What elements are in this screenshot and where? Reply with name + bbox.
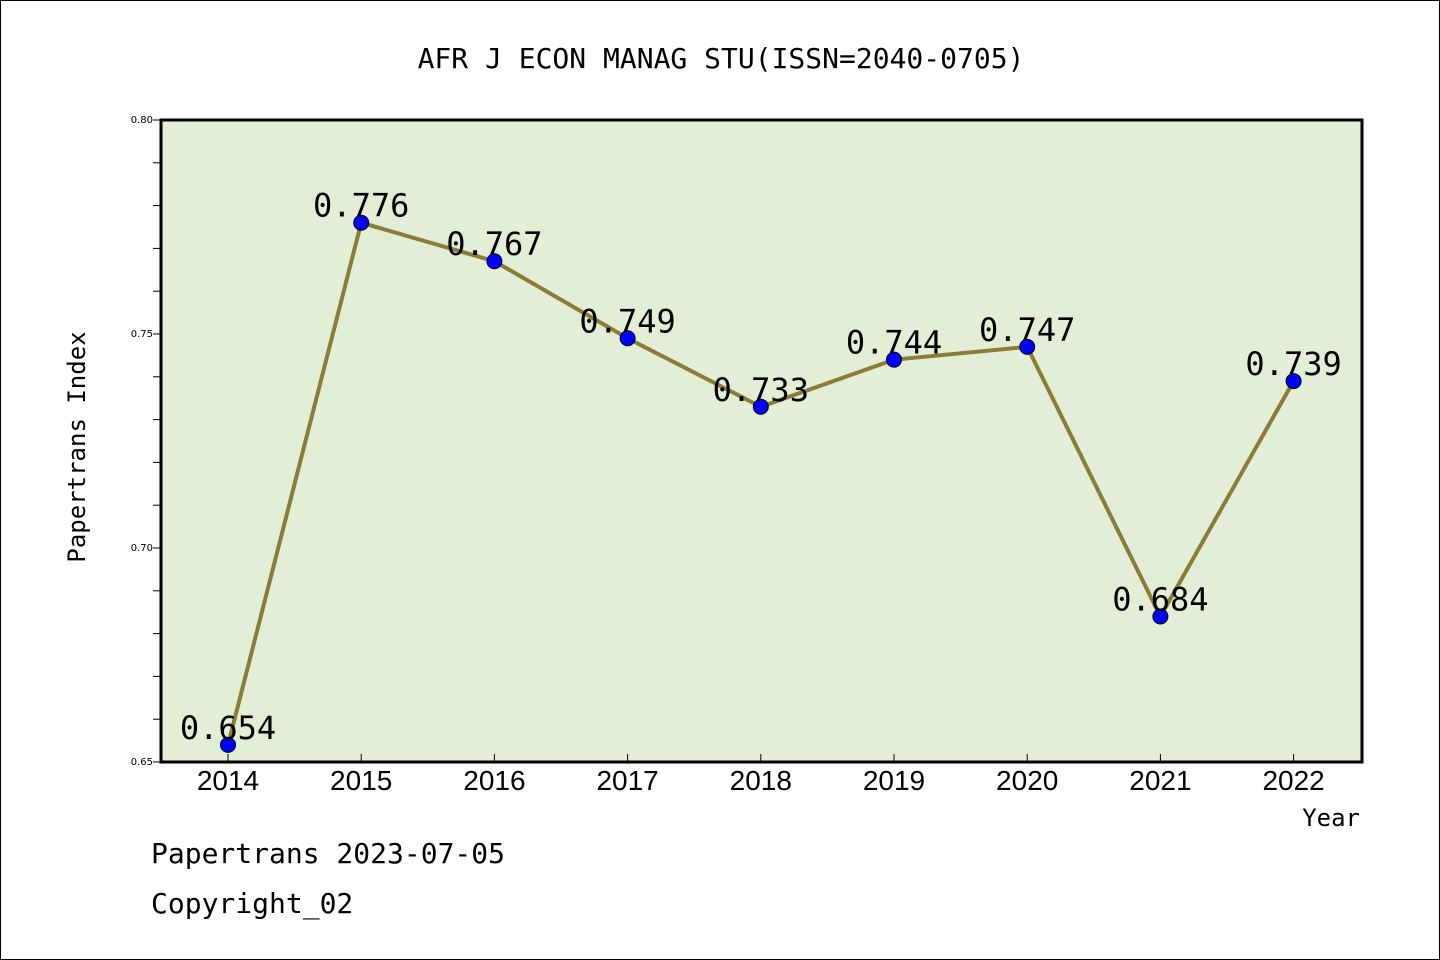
data-point	[486, 253, 503, 270]
y-tick-label: 0.80	[131, 115, 153, 126]
data-label: 0.739	[1245, 345, 1341, 383]
series-line-segment	[226, 220, 364, 747]
data-label: 0.747	[979, 311, 1075, 349]
series-line-segment	[625, 336, 763, 409]
x-axis-label: Year	[1302, 804, 1360, 832]
data-label: 0.744	[846, 324, 942, 362]
x-tick-label: 2020	[996, 765, 1058, 796]
x-tick-label: 2017	[596, 765, 658, 796]
data-label: 0.767	[446, 225, 542, 263]
series-line-segment	[892, 344, 1030, 362]
series-line-segment	[758, 357, 896, 409]
data-point	[353, 214, 370, 231]
data-label: 0.733	[713, 371, 809, 409]
data-point	[752, 398, 769, 415]
x-axis: 2014 2015 2016 2017 2018 2019 2020 2021 2022	[197, 754, 1325, 796]
series-line-segment	[1025, 344, 1163, 619]
series-line-segment	[1158, 379, 1296, 619]
data-point	[1152, 608, 1169, 625]
x-tick-label: 2018	[730, 765, 792, 796]
data-label: 0.654	[180, 709, 276, 747]
y-axis-label: Papertrans Index	[63, 331, 91, 562]
series-line-segment	[359, 220, 497, 264]
footer-date: Papertrans 2023-07-05	[151, 837, 506, 870]
data-point	[1285, 373, 1302, 390]
x-tick-label: 2021	[1129, 765, 1191, 796]
x-tick-label: 2015	[330, 765, 392, 796]
y-tick-label: 0.75	[131, 329, 153, 340]
y-tick-label: 0.65	[131, 757, 153, 768]
x-tick-label: 2019	[863, 765, 925, 796]
data-label: 0.684	[1112, 580, 1208, 618]
series-line-segment	[492, 259, 630, 341]
y-tick-label: 0.70	[131, 543, 153, 554]
y-axis: 0.65 0.70 0.75 0.80	[131, 115, 161, 768]
chart-title: AFR J ECON MANAG STU(ISSN=2040-0705)	[418, 42, 1025, 75]
footer-copyright: Copyright_02	[151, 887, 354, 920]
data-label: 0.749	[579, 302, 675, 340]
x-tick-label: 2016	[463, 765, 525, 796]
x-tick-label: 2022	[1262, 765, 1324, 796]
x-tick-label: 2014	[197, 765, 259, 796]
data-labels-group: 0.654 0.776 0.767 0.749 0.733 0.744 0.747 0.684…	[180, 187, 1342, 747]
series-line-group	[226, 220, 1296, 747]
data-point	[220, 736, 236, 753]
data-label: 0.776	[313, 187, 409, 225]
series-points-group	[220, 214, 1302, 753]
data-point	[1019, 338, 1036, 355]
data-point	[619, 330, 636, 347]
data-point	[886, 351, 902, 368]
